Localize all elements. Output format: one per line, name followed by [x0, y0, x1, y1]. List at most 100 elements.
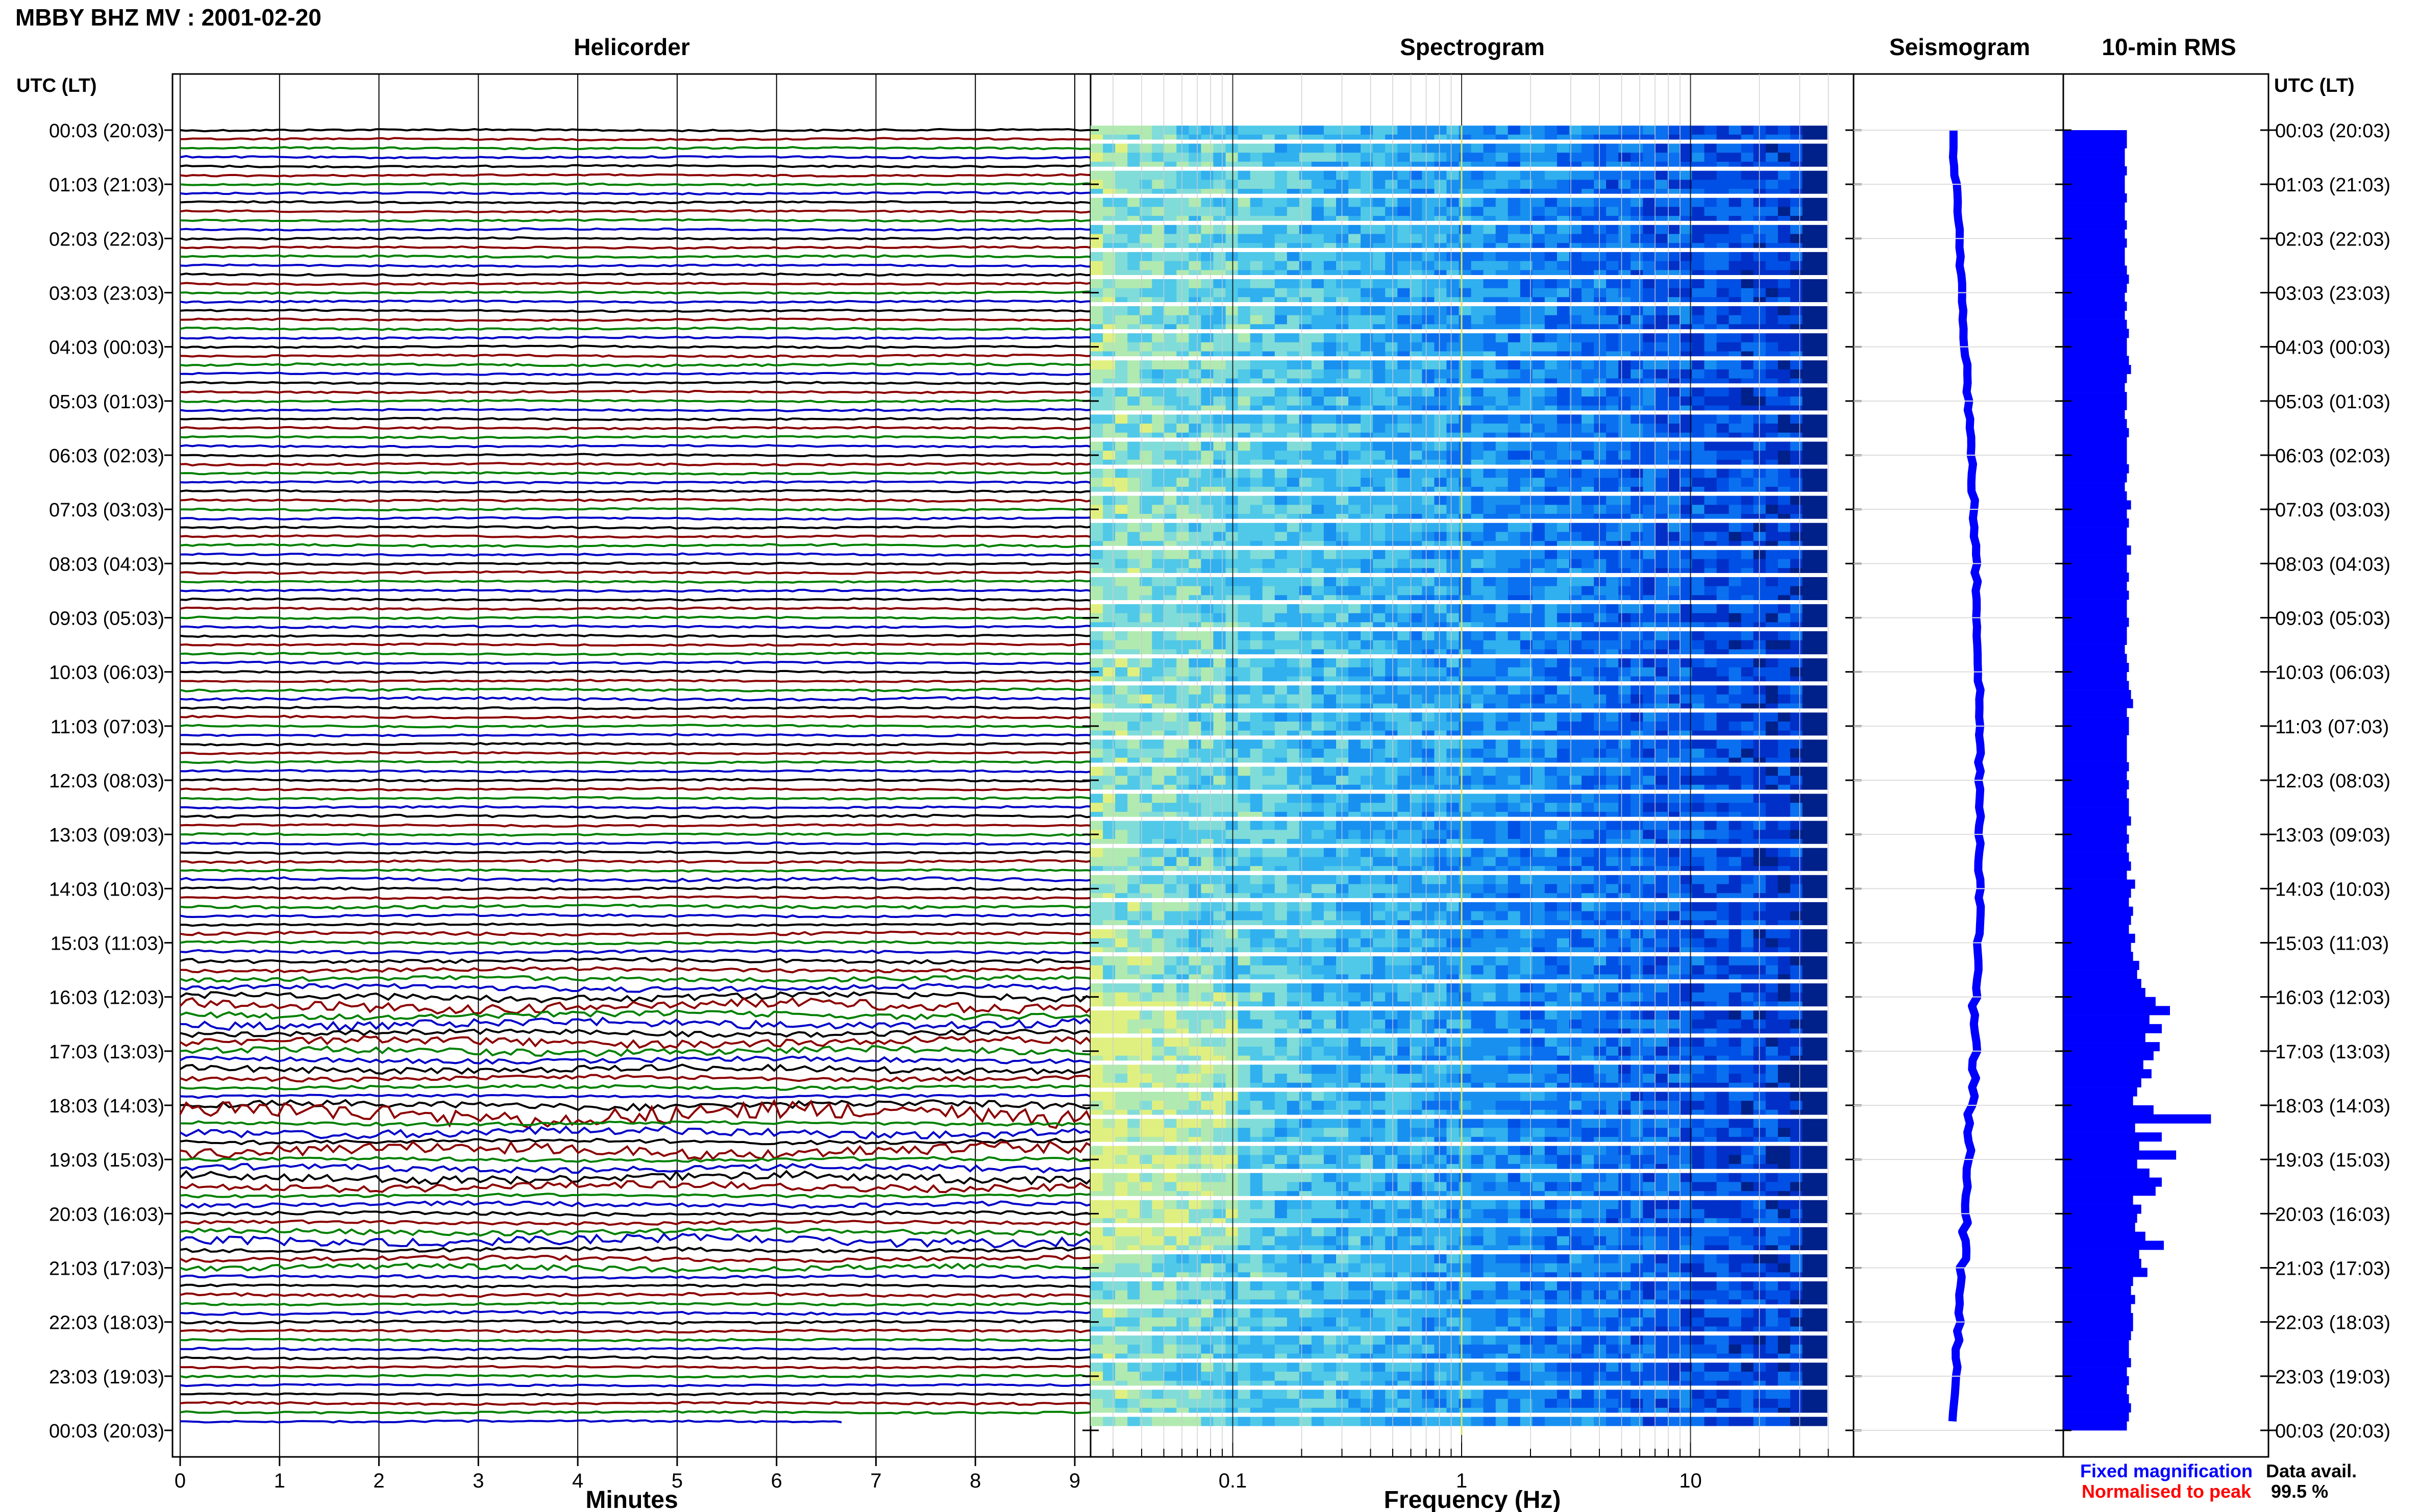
- spectrogram-cell: [1459, 595, 1472, 601]
- spectrogram-cell: [1495, 414, 1509, 424]
- spectrogram-cell: [1814, 432, 1828, 438]
- spectrogram-cell: [1532, 794, 1545, 803]
- spectrogram-cell: [1164, 270, 1177, 276]
- helicorder-trace: [180, 299, 1154, 304]
- spectrogram-cell: [1164, 532, 1177, 541]
- spectrogram-cell: [1422, 776, 1435, 785]
- spectrogram-cell: [1103, 532, 1116, 541]
- spectrogram-cell: [1582, 640, 1594, 650]
- spectrogram-cell: [1778, 631, 1791, 641]
- spectrogram-cell: [1729, 153, 1742, 162]
- spectrogram-cell: [1802, 514, 1815, 519]
- spectrogram-cell: [1287, 396, 1300, 406]
- spectrogram-cell: [1729, 414, 1742, 424]
- spectrogram-cell: [1655, 297, 1668, 303]
- spectrogram-cell: [1520, 459, 1533, 465]
- spectrogram-cell: [1434, 722, 1447, 731]
- spectrogram-cell: [1680, 514, 1693, 519]
- spectrogram-cell: [1189, 270, 1202, 276]
- spectrogram-cell: [1373, 550, 1386, 559]
- spectrogram-cell: [1348, 189, 1361, 194]
- spectrogram-cell: [1655, 541, 1668, 547]
- spectrogram-cell: [1618, 333, 1631, 343]
- spectrogram-cell: [1225, 586, 1239, 596]
- spectrogram-cell: [1790, 739, 1803, 749]
- spectrogram-cell: [1115, 405, 1128, 411]
- helicorder-trace: [180, 1419, 842, 1424]
- spectrogram-cell: [1140, 776, 1152, 785]
- spectrogram-cell: [1434, 225, 1447, 234]
- spectrogram-cell: [1765, 396, 1779, 406]
- spectrogram-cell: [1631, 441, 1643, 451]
- helicorder-trace: [180, 1301, 1154, 1307]
- spectrogram-cell: [1323, 523, 1337, 532]
- spectrogram-cell: [1446, 766, 1460, 776]
- spectrogram-cell: [1557, 839, 1570, 845]
- spectrogram-cell: [1594, 207, 1607, 216]
- spectrogram-cell: [1397, 459, 1410, 465]
- spectrogram-cell: [1532, 324, 1545, 330]
- spectrogram-cell: [1262, 523, 1275, 532]
- spectrogram-cell: [1765, 261, 1779, 270]
- spectrogram-cell: [1422, 830, 1435, 839]
- spectrogram-cell: [1655, 631, 1668, 641]
- spectrogram-cell: [1643, 180, 1656, 189]
- spectrogram-cell: [1680, 577, 1693, 586]
- spectrogram-cell: [1729, 134, 1742, 140]
- spectrogram-cell: [1213, 568, 1226, 574]
- spectrogram-cell: [1680, 216, 1693, 221]
- helicorder-trace: [180, 796, 1154, 801]
- spectrogram-cell: [1176, 739, 1189, 749]
- spectrogram-cell: [1164, 441, 1177, 451]
- spectrogram-cell: [1520, 532, 1533, 541]
- spectrogram-cell: [1287, 631, 1300, 641]
- spectrogram-cell: [1274, 342, 1288, 352]
- spectrogram-cell: [1729, 225, 1742, 234]
- spectrogram-cell: [1483, 134, 1496, 140]
- spectrogram-cell: [1348, 613, 1361, 623]
- spectrogram-cell: [1729, 234, 1742, 243]
- spectrogram-cell: [1569, 234, 1582, 243]
- spectrogram-cell: [1115, 495, 1128, 505]
- spectrogram-cell: [1765, 234, 1779, 243]
- spectrogram-cell: [1361, 369, 1373, 379]
- spectrogram-cell: [1790, 658, 1803, 668]
- spectrogram-cell: [1778, 243, 1791, 249]
- spectrogram-cell: [1594, 730, 1607, 736]
- spectrogram-cell: [1557, 486, 1570, 492]
- spectrogram-cell: [1557, 360, 1570, 370]
- spectrogram-cell: [1618, 495, 1631, 505]
- spectrogram-cell: [1323, 297, 1337, 303]
- spectrogram-cell: [1410, 459, 1422, 465]
- helicorder-trace: [180, 606, 1154, 611]
- spectrogram-cell: [1091, 577, 1103, 586]
- helicorder-trace: [180, 886, 1154, 891]
- spectrogram-cell: [1189, 604, 1202, 614]
- spectrogram-cell: [1716, 478, 1730, 487]
- spectrogram-cell: [1274, 414, 1288, 424]
- spectrogram-cell: [1201, 197, 1214, 207]
- spectrogram-cell: [1213, 839, 1226, 845]
- spectrogram-cell: [1422, 622, 1435, 628]
- spectrogram-cell: [1176, 197, 1189, 207]
- spectrogram-cell: [1422, 595, 1435, 601]
- spectrogram-cell: [1262, 784, 1275, 790]
- spectrogram-cell: [1262, 324, 1275, 330]
- spectrogram-cell: [1655, 441, 1668, 451]
- spectrogram-cell: [1397, 712, 1410, 722]
- spectrogram-cell: [1582, 432, 1594, 438]
- spectrogram-cell: [1532, 613, 1545, 623]
- spectrogram-cell: [1741, 351, 1754, 357]
- spectrogram-cell: [1729, 143, 1742, 153]
- spectrogram-cell: [1655, 550, 1668, 559]
- spectrogram-cell: [1741, 234, 1754, 243]
- spectrogram-cell: [1459, 396, 1472, 406]
- spectrogram-cell: [1716, 722, 1730, 731]
- spectrogram-cell: [1704, 640, 1717, 650]
- spectrogram-cell: [1544, 495, 1558, 505]
- spectrogram-cell: [1790, 424, 1803, 433]
- spectrogram-cell: [1704, 261, 1717, 270]
- spectrogram-cell: [1716, 297, 1730, 303]
- spectrogram-cell: [1311, 532, 1324, 541]
- spectrogram-cell: [1189, 189, 1202, 194]
